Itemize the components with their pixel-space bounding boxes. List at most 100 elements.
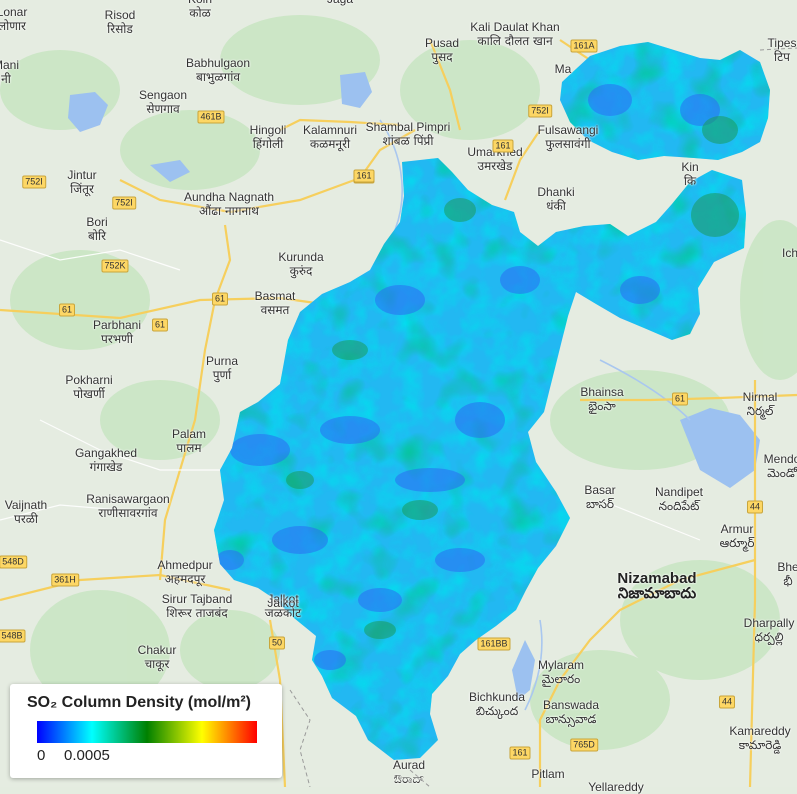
place-name: Risod	[104, 8, 136, 22]
road-shield-752i: 752I	[22, 175, 46, 189]
place-label-kali-daulat-khan: Kali Daulat Khan कालि दौलत खान	[470, 20, 559, 48]
place-label-risod: Risod रिसोड	[105, 8, 136, 36]
place-name: Jalkot	[267, 592, 299, 606]
place-label-hingoli: Hingoli हिंगोली	[250, 123, 287, 151]
place-label-jaga: Jaga	[327, 0, 353, 6]
legend-max-label: 0.0005	[64, 747, 110, 764]
legend: SO₂ Column Density (mol/m²) 0 0.0005	[10, 684, 282, 778]
legend-title: SO₂ Column Density (mol/m²)	[27, 694, 252, 711]
place-name-local: शिरूर ताजबंद	[166, 606, 228, 620]
place-name-local: మైలారం	[541, 672, 581, 686]
place-name: Ranisawargaon	[86, 492, 170, 506]
place-name: Basmat	[254, 289, 296, 303]
place-label-mendo: Mendo మెండో	[764, 452, 797, 480]
place-label-bichkunda: Bichkunda బిచ్కుంద	[469, 690, 525, 718]
place-name: Chakur	[137, 643, 177, 657]
place-label-ich: Ich	[782, 246, 797, 260]
place-name-local: पोखर्णी	[73, 387, 105, 401]
road-shield-44: 44	[746, 500, 764, 514]
legend-min-label: 0	[37, 747, 46, 764]
place-name-local: మెండో	[767, 466, 797, 480]
road-shield-752i: 752I	[528, 104, 552, 118]
place-name: Gangakhed	[74, 446, 138, 460]
place-label-ahmedpur: Ahmedpur अहमदपूर	[157, 558, 212, 586]
place-name: Kurunda	[278, 250, 324, 264]
place-label-bhe: Bhe భీ	[777, 560, 797, 588]
place-label-mylaram: Mylaram మైలారం	[538, 658, 584, 686]
place-label-ma: Ma	[555, 62, 572, 76]
place-name-local: लोणार	[0, 19, 26, 33]
place-name: Kin	[681, 160, 699, 174]
place-name: Purna	[205, 354, 239, 368]
place-label-bhainsa: Bhainsa భైంసా	[580, 385, 623, 413]
road-shield-752k: 752K	[101, 259, 129, 273]
road-shield-61: 61	[151, 318, 169, 332]
place-name: Nandipet	[654, 485, 704, 499]
place-name: Yellareddy	[588, 780, 644, 794]
place-name: Sirur Tajband	[161, 592, 233, 606]
place-name-local: परभणी	[101, 332, 133, 346]
place-name-local: जिंतूर	[70, 182, 94, 196]
place-name: Jaga	[327, 0, 353, 6]
place-name: Basar	[584, 483, 616, 497]
place-name: Babhulgaon	[185, 56, 251, 70]
place-name-local: నిర్మల్	[746, 404, 774, 418]
place-name-local: जळकोट	[264, 606, 302, 620]
place-name: Bhe	[777, 560, 797, 574]
place-name: Kali Daulat Khan	[470, 20, 560, 34]
place-label-tipes: Tipes टिप	[768, 36, 797, 64]
road-shield-548d: 548D	[0, 555, 27, 569]
place-name: Dharpally	[743, 616, 795, 630]
place-name-local: नी	[1, 72, 11, 86]
road-shield-161: 161	[353, 169, 375, 183]
place-label-jaikot: Jaikot	[267, 596, 298, 610]
so2-green-patches	[286, 116, 739, 639]
place-name-local: భైంసా	[588, 399, 616, 413]
place-name: Jintur	[67, 168, 97, 182]
place-name-local: पुसद	[431, 50, 453, 64]
place-name-local: कळमनूरी	[309, 137, 351, 151]
place-label-banswada: Banswada బాన్సువాడ	[543, 698, 599, 726]
place-label-lonar: Lonarलोणार	[0, 5, 27, 33]
place-label-kurunda: Kurunda कुरुंद	[278, 250, 323, 278]
place-label-ranisawargaon: Ranisawargaon राणीसावरगांव	[86, 492, 169, 520]
place-label-jintur: Jintur जिंतूर	[67, 168, 96, 196]
place-label-babhulgaon: Babhulgaon बाभुळगांव	[186, 56, 250, 84]
place-name: Pusad	[424, 36, 460, 50]
place-label-kin: Kin कि	[681, 160, 698, 188]
place-name: Aundha Nagnath	[183, 190, 275, 204]
place-name-local: औंढा नागनाथ	[199, 204, 259, 218]
place-name: Vaijnath	[4, 498, 48, 512]
place-label-aurad: Aurad ಔರಾದ್	[393, 758, 425, 786]
road-shield-548b: 548B	[0, 629, 26, 643]
place-name-local: బాన్సువాడ	[545, 712, 597, 726]
place-name-local: ಔರಾದ್	[393, 772, 425, 786]
place-name-local: ఆర్మూర్	[719, 536, 755, 550]
place-name-local: कि	[683, 174, 697, 188]
road-shield-161bb: 161BB	[477, 637, 511, 651]
road-shield-50: 50	[268, 636, 286, 650]
place-name: Ahmedpur	[157, 558, 213, 572]
water-bodies	[68, 72, 760, 700]
road-shield-61: 61	[671, 392, 689, 406]
place-name: Mendo	[763, 452, 797, 466]
place-name: Kamareddy	[729, 724, 791, 738]
place-name-local: बोरि	[88, 229, 106, 243]
place-label-parbhani: Parbhani परभणी	[93, 318, 141, 346]
place-name: Ma	[554, 62, 572, 76]
place-label-dharpally: Dharpally ధర్పల్లి	[744, 616, 795, 644]
place-name-local: गंगाखेड	[89, 460, 123, 474]
place-label-shambal-pimpri: Shambal Pimpri शांबळ पिंप्री	[366, 120, 451, 148]
place-name: Aurad	[392, 758, 426, 772]
place-name: Nizamabad	[617, 570, 697, 587]
place-name: Ich	[781, 246, 797, 260]
place-name-local: राणीसावरगांव	[98, 506, 158, 520]
place-name: Lonar	[0, 5, 28, 19]
place-name-local: భీ	[783, 574, 793, 588]
road-shield-161: 161	[509, 746, 531, 760]
road-shield-161a: 161A	[570, 39, 598, 53]
place-name: Banswada	[542, 698, 600, 712]
place-label-aundha-nagnath: Aundha Nagnath औंढा नागनाथ	[184, 190, 274, 218]
place-label-gangakhed: Gangakhed गंगाखेड	[75, 446, 137, 474]
place-name: Fulsawangi	[537, 123, 599, 137]
